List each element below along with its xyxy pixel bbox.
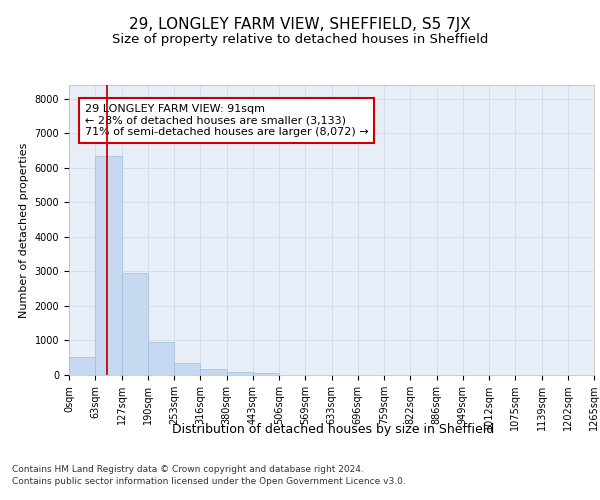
Bar (95, 156, 121, 375)
Text: Size of property relative to detached houses in Sheffield: Size of property relative to detached ho… (112, 32, 488, 46)
Bar (174, 364, 200, 375)
Bar (227, 372, 253, 375)
Y-axis label: Number of detached properties: Number of detached properties (19, 142, 29, 318)
Text: Contains HM Land Registry data © Crown copyright and database right 2024.: Contains HM Land Registry data © Crown c… (12, 465, 364, 474)
Bar (69, 356, 95, 375)
Text: 29, LONGLEY FARM VIEW, SHEFFIELD, S5 7JX: 29, LONGLEY FARM VIEW, SHEFFIELD, S5 7JX (129, 18, 471, 32)
Bar (200, 370, 227, 375)
Text: Contains public sector information licensed under the Open Government Licence v3: Contains public sector information licen… (12, 478, 406, 486)
Bar (253, 373, 279, 375)
Bar (121, 273, 148, 375)
Text: 29 LONGLEY FARM VIEW: 91sqm
← 28% of detached houses are smaller (3,133)
71% of : 29 LONGLEY FARM VIEW: 91sqm ← 28% of det… (85, 104, 368, 137)
Bar (148, 342, 174, 375)
Text: Distribution of detached houses by size in Sheffield: Distribution of detached houses by size … (172, 422, 494, 436)
